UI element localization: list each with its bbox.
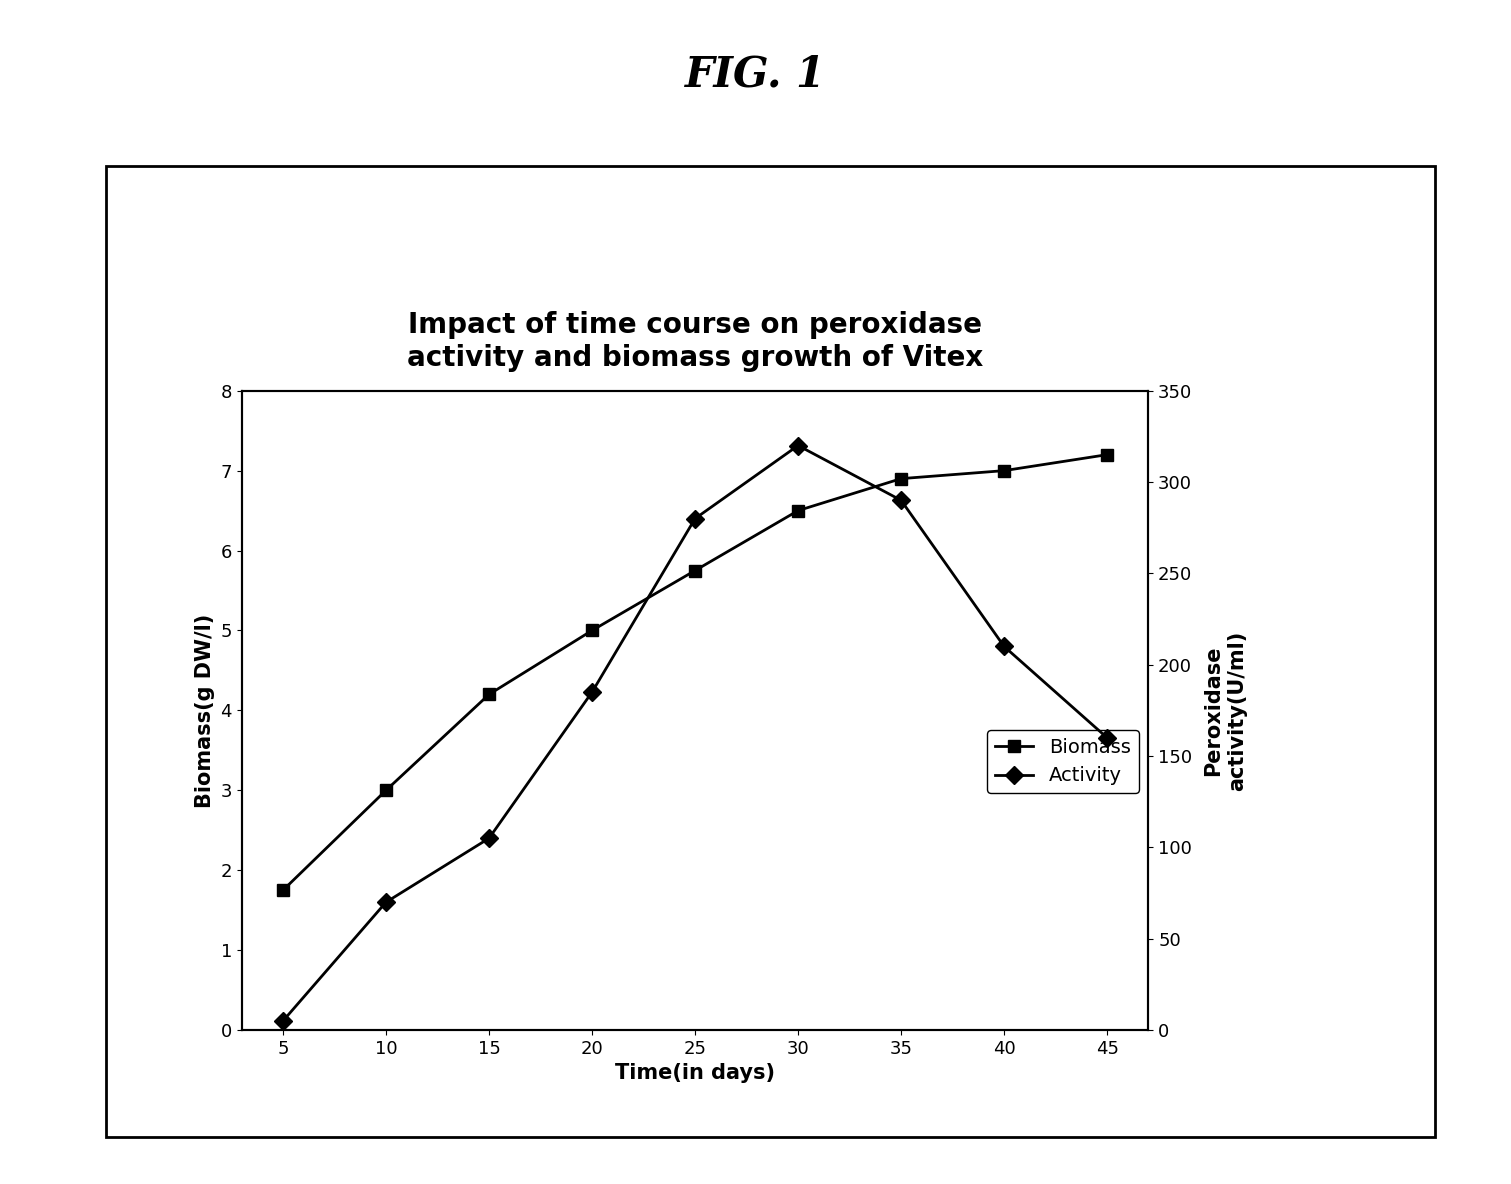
Activity (996, 639, 1014, 654)
Biomass (686, 564, 704, 578)
Biomass (583, 623, 601, 637)
Activity (789, 438, 807, 452)
Activity (686, 511, 704, 526)
Line: Biomass: Biomass (277, 449, 1114, 896)
Y-axis label: Biomass(g DW/l): Biomass(g DW/l) (195, 613, 215, 807)
Biomass (891, 471, 910, 485)
Biomass (273, 883, 292, 897)
Biomass (996, 463, 1014, 477)
Activity (273, 1014, 292, 1028)
Title: Impact of time course on peroxidase
activity and biomass growth of Vitex: Impact of time course on peroxidase acti… (406, 311, 984, 372)
Activity (480, 831, 499, 845)
Line: Activity: Activity (277, 439, 1114, 1028)
Biomass (480, 687, 499, 701)
Activity (1098, 731, 1117, 745)
X-axis label: Time(in days): Time(in days) (615, 1063, 775, 1083)
Activity (376, 895, 394, 909)
Activity (891, 494, 910, 508)
Biomass (1098, 448, 1117, 462)
Biomass (789, 503, 807, 517)
Legend: Biomass, Activity: Biomass, Activity (987, 729, 1139, 793)
Text: FIG. 1: FIG. 1 (684, 53, 827, 95)
Y-axis label: Peroxidase
activity(U/ml): Peroxidase activity(U/ml) (1203, 630, 1247, 791)
Activity (583, 686, 601, 700)
Biomass (376, 784, 394, 798)
